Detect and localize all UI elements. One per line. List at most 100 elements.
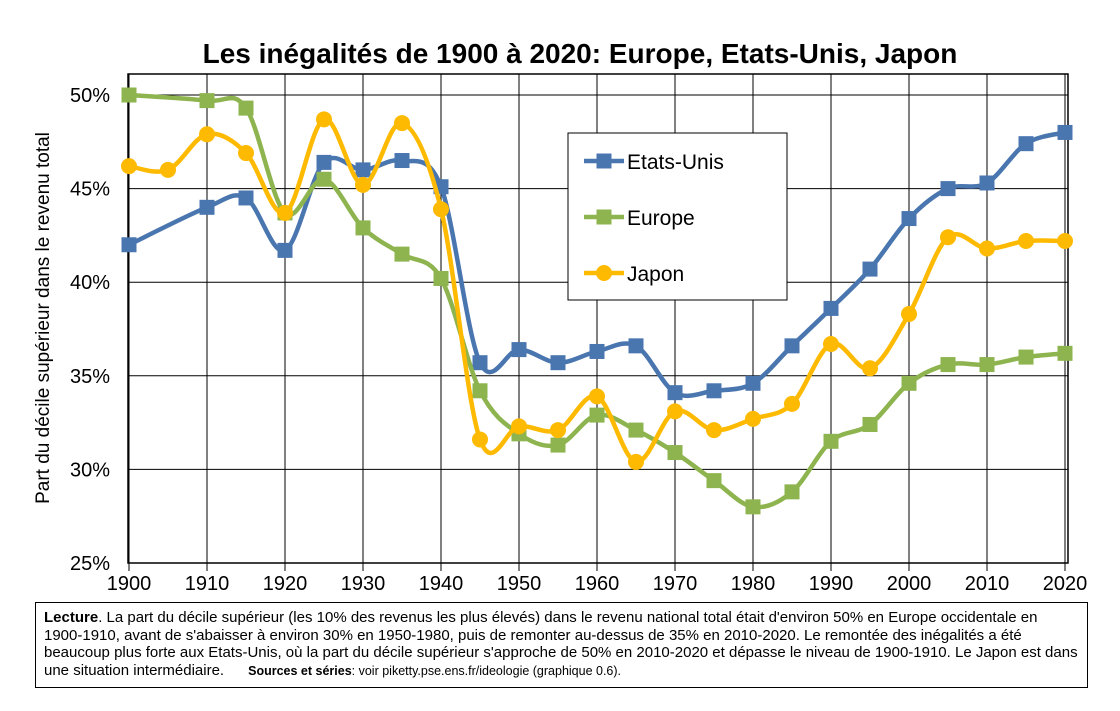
data-point: [1057, 345, 1073, 361]
data-point: [979, 175, 995, 191]
y-tick-label: 45%: [70, 179, 110, 201]
series-etats-unis: [121, 124, 1073, 401]
x-tick-label: 1920: [263, 573, 308, 595]
data-point: [979, 357, 995, 373]
line-chart: 25% 30% 35% 40% 45% 50% 1900 1910 1920 1930 1940 19…: [33, 73, 1088, 595]
x-tick-label: 1910: [185, 573, 230, 595]
data-point: [121, 158, 137, 175]
x-tick-label: 1940: [419, 573, 464, 595]
series-japon: [121, 111, 1073, 470]
sources-label: Sources et séries: [248, 663, 352, 678]
reading-note: Lecture. La part du décile supérieur (le…: [35, 602, 1088, 688]
y-tick-label: 50%: [70, 85, 110, 107]
data-point: [433, 201, 449, 218]
data-point: [745, 410, 761, 427]
legend-label-europe: Europe: [627, 207, 695, 230]
data-point: [667, 385, 683, 401]
data-point: [550, 355, 566, 371]
data-point: [1018, 349, 1034, 365]
data-point: [940, 357, 956, 373]
data-point: [784, 484, 800, 500]
series-europe: [121, 87, 1073, 515]
data-point: [394, 153, 410, 169]
data-point: [979, 240, 995, 257]
data-point: [394, 115, 410, 132]
data-point: [823, 433, 839, 449]
data-point: [316, 171, 332, 187]
data-point: [901, 375, 917, 391]
x-tick-label: 2020: [1043, 573, 1088, 595]
data-point: [940, 181, 956, 197]
data-point: [550, 437, 566, 453]
data-point: [862, 261, 878, 277]
data-point: [1057, 124, 1073, 140]
y-tick-label: 35%: [70, 366, 110, 388]
data-point: [940, 229, 956, 246]
data-point: [706, 422, 722, 439]
y-tick-label: 30%: [70, 459, 110, 481]
data-point: [823, 335, 839, 352]
data-point: [199, 93, 215, 109]
data-point: [160, 161, 176, 178]
data-point: [589, 343, 605, 359]
data-point: [316, 111, 332, 128]
data-point: [706, 383, 722, 399]
data-point: [862, 416, 878, 432]
x-tick-label: 2010: [965, 573, 1010, 595]
data-point: [628, 453, 644, 470]
data-point: [238, 190, 254, 206]
legend-marker-etats-unis: [596, 153, 612, 169]
data-point: [1057, 233, 1073, 250]
data-point: [589, 407, 605, 423]
data-point: [745, 499, 761, 515]
series: [121, 87, 1073, 515]
data-point: [316, 154, 332, 170]
data-point: [667, 445, 683, 461]
data-point: [277, 242, 293, 258]
data-point: [784, 338, 800, 354]
data-point: [1018, 136, 1034, 152]
data-point: [628, 338, 644, 354]
x-tick-label: 1960: [575, 573, 620, 595]
data-point: [472, 355, 488, 371]
data-point: [121, 87, 137, 103]
data-point: [901, 306, 917, 323]
data-point: [277, 204, 293, 221]
legend-marker-japon: [596, 265, 612, 281]
data-point: [472, 383, 488, 399]
legend-label-japon: Japon: [627, 263, 684, 286]
x-tick-label: 1930: [341, 573, 386, 595]
data-point: [511, 342, 527, 358]
x-tick-label: 1900: [107, 573, 152, 595]
data-point: [706, 473, 722, 489]
data-point: [628, 422, 644, 438]
y-tick-label: 25%: [70, 553, 110, 575]
legend-marker-europe: [596, 209, 612, 225]
data-point: [862, 360, 878, 377]
data-point: [199, 126, 215, 143]
y-tick-label: 40%: [70, 272, 110, 294]
data-point: [121, 237, 137, 253]
x-tick-label: 1990: [809, 573, 854, 595]
data-point: [784, 395, 800, 412]
x-tick-label: 1970: [653, 573, 698, 595]
legend-label-etats-unis: Etats-Unis: [627, 151, 724, 174]
data-point: [355, 220, 371, 236]
data-point: [433, 270, 449, 286]
data-point: [238, 145, 254, 162]
x-tick-label: 1980: [731, 573, 776, 595]
reading-label: Lecture: [44, 609, 99, 626]
data-point: [745, 375, 761, 391]
data-point: [550, 422, 566, 439]
data-point: [472, 431, 488, 448]
data-point: [901, 211, 917, 227]
data-point: [355, 162, 371, 178]
reading-text: . La part du décile supérieur (les 10% d…: [44, 609, 1078, 679]
data-point: [667, 403, 683, 420]
data-point: [823, 300, 839, 316]
data-point: [199, 199, 215, 215]
series-line-japon: [128, 117, 1066, 465]
sources-text: : voir piketty.pse.ens.fr/ideologie (gra…: [351, 663, 622, 678]
chart-title: Les inégalités de 1900 à 2020: Europe, E…: [202, 38, 958, 69]
data-point: [355, 176, 371, 193]
